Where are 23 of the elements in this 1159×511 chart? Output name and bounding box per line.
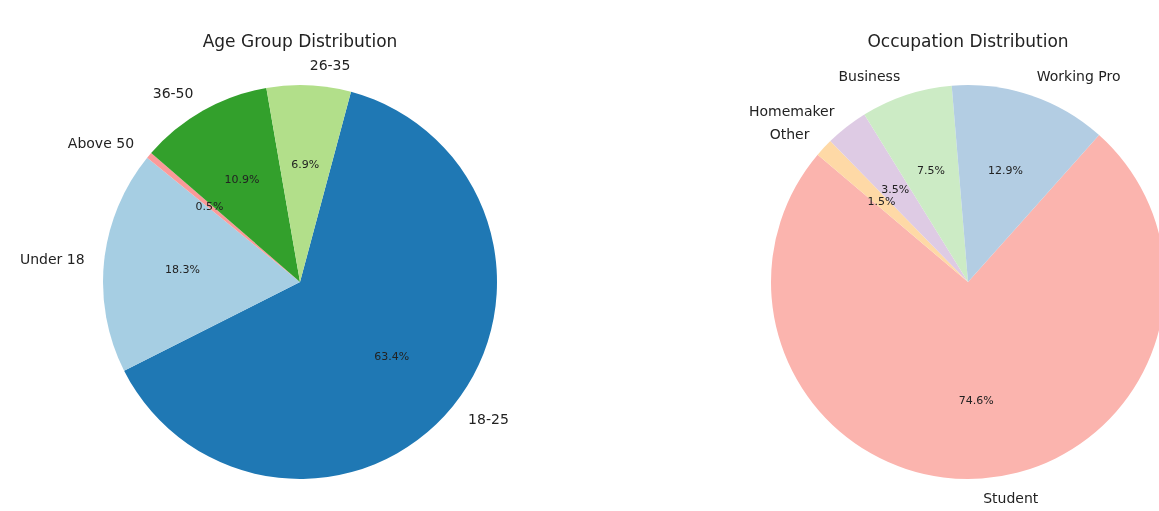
slice-label: Business	[838, 68, 901, 85]
data-label: 63.4%	[374, 350, 410, 364]
slice-label: 36-50	[152, 85, 194, 102]
chart-title: Age Group Distribution	[202, 31, 398, 51]
data-label: 0.5%	[195, 199, 224, 213]
slice-label: Student	[983, 490, 1039, 507]
data-label: 10.9%	[224, 172, 260, 186]
chart-title: Occupation Distribution	[867, 31, 1069, 51]
data-label: 1.5%	[867, 195, 896, 209]
slice-label: Under 18	[19, 250, 85, 267]
data-label: 18.3%	[165, 263, 200, 277]
slice-label: 18-25	[468, 410, 509, 427]
data-label: 12.9%	[987, 163, 1023, 177]
slice-label: Homemaker	[748, 103, 835, 120]
data-label: 7.5%	[917, 163, 945, 177]
data-label: 6.9%	[291, 157, 320, 171]
pie-slice	[266, 85, 351, 282]
slice-label: Other	[769, 126, 810, 143]
slice-label: 26-35	[309, 57, 351, 74]
slice-label: Above 50	[67, 134, 135, 151]
slice-label: Working Pro	[1036, 68, 1121, 85]
data-label: 3.5%	[881, 182, 910, 196]
data-label: 74.6%	[958, 393, 994, 407]
